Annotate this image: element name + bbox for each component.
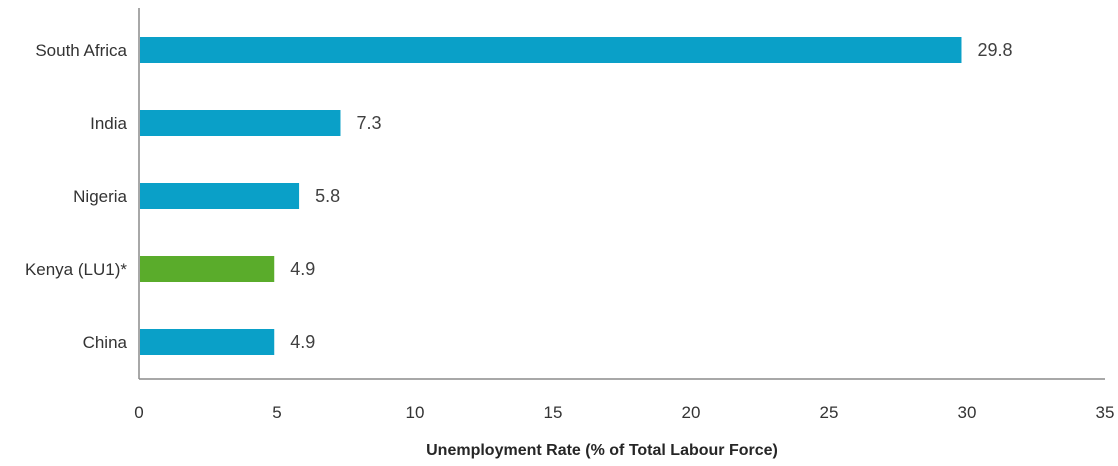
x-tick-label: 10: [406, 403, 425, 422]
bar-nigeria: [140, 183, 300, 209]
x-axis-title: Unemployment Rate (% of Total Labour For…: [426, 442, 778, 459]
x-tick-label: 30: [958, 403, 977, 422]
x-tick-label: 15: [544, 403, 563, 422]
category-label: South Africa: [35, 41, 127, 60]
data-label: 4.9: [290, 259, 315, 279]
x-tick-label: 20: [682, 403, 701, 422]
bar-south-africa: [140, 37, 962, 63]
category-label: Kenya (LU1)*: [25, 260, 127, 279]
x-tick-label: 0: [134, 403, 143, 422]
bar-china: [140, 329, 275, 355]
data-label: 7.3: [356, 113, 381, 133]
x-tick-label: 25: [820, 403, 839, 422]
category-labels-group: South Africa India Nigeria Kenya (LU1)* Chin…: [25, 41, 128, 352]
x-tick-labels-group: 0 5 10 15 20 25 30 35: [134, 403, 1114, 422]
data-label: 5.8: [315, 186, 340, 206]
data-label: 29.8: [977, 40, 1012, 60]
bar-kenya-lu1: [140, 256, 275, 282]
bars-group: [140, 37, 962, 355]
category-label: India: [90, 114, 127, 133]
category-label: Nigeria: [73, 187, 127, 206]
x-tick-label: 35: [1096, 403, 1115, 422]
bar-india: [140, 110, 341, 136]
value-labels-group: 29.8 7.3 5.8 4.9 4.9: [290, 40, 1012, 352]
data-label: 4.9: [290, 332, 315, 352]
x-tick-label: 5: [272, 403, 281, 422]
category-label: China: [83, 333, 128, 352]
